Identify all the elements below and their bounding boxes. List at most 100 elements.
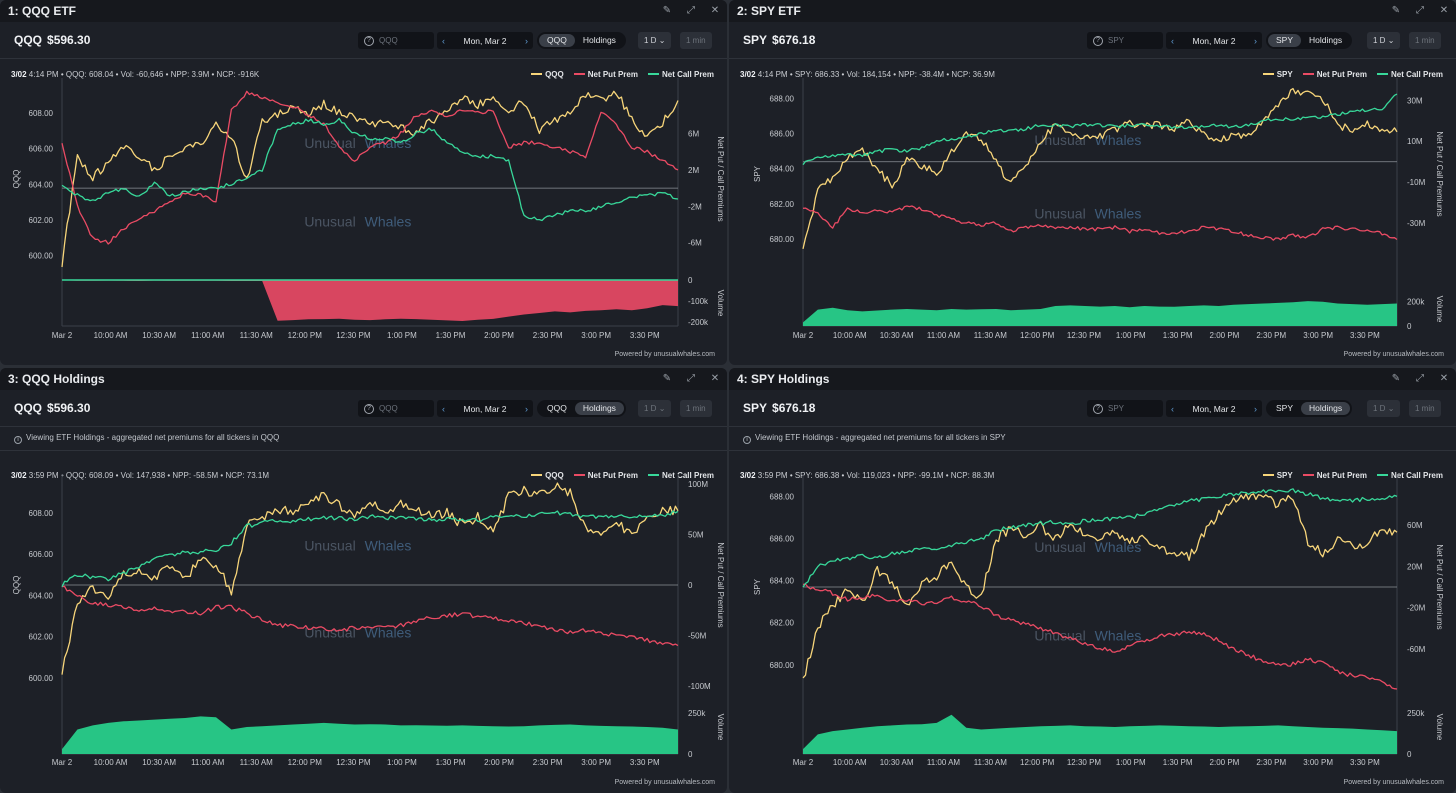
info-icon: i bbox=[14, 436, 22, 444]
tab-holdings[interactable]: Holdings bbox=[1309, 35, 1343, 45]
chart-legend: SPY Net Put Prem Net Call Prem bbox=[1262, 471, 1443, 480]
x-tick-label: 10:30 AM bbox=[880, 331, 914, 340]
ticker-search[interactable]: ? bbox=[1087, 400, 1163, 417]
view-toggle: QQQ Holdings bbox=[537, 400, 626, 417]
legend-price[interactable]: SPY bbox=[1262, 471, 1293, 480]
series-line-call bbox=[802, 93, 1398, 166]
x-tick-label: 3:00 PM bbox=[581, 758, 611, 767]
interval-select[interactable]: 1 min bbox=[1409, 32, 1441, 49]
interval-select[interactable]: 1 min bbox=[680, 400, 712, 417]
x-tick-label: 11:30 AM bbox=[240, 331, 274, 340]
timeframe-select[interactable]: 1 D ⌄ bbox=[638, 32, 672, 49]
date-picker[interactable]: ‹ Mon, Mar 2 › bbox=[437, 32, 533, 49]
x-tick-label: 2:00 PM bbox=[484, 758, 514, 767]
ticker-symbol: QQQ bbox=[14, 33, 43, 47]
interval-select[interactable]: 1 min bbox=[1409, 400, 1441, 417]
legend-price[interactable]: SPY bbox=[1262, 70, 1293, 79]
ticker-search[interactable]: ? bbox=[1087, 32, 1163, 49]
close-icon[interactable]: ✕ bbox=[710, 5, 720, 16]
tab-holdings[interactable]: Holdings bbox=[1301, 402, 1351, 415]
ticker-symbol: SPY bbox=[743, 33, 768, 47]
chevron-right-icon[interactable]: › bbox=[1254, 403, 1257, 414]
tab-holdings[interactable]: Holdings bbox=[574, 402, 624, 415]
powered-by[interactable]: Powered by unusualwhales.com bbox=[1343, 351, 1444, 358]
interval-select[interactable]: 1 min bbox=[680, 32, 712, 49]
legend-put[interactable]: Net Put Prem bbox=[573, 471, 638, 480]
watermark-text-2: Whales bbox=[365, 538, 412, 554]
edit-icon[interactable]: ✎ bbox=[1391, 5, 1401, 16]
powered-by[interactable]: Powered by unusualwhales.com bbox=[614, 779, 715, 786]
chevron-right-icon[interactable]: › bbox=[1254, 35, 1257, 46]
close-icon[interactable]: ✕ bbox=[710, 373, 720, 384]
legend-price[interactable]: QQQ bbox=[531, 471, 564, 480]
expand-icon[interactable]: ⤢ bbox=[687, 5, 695, 16]
timeframe-value: 1 D bbox=[644, 36, 657, 45]
legend-call[interactable]: Net Call Prem bbox=[1376, 70, 1443, 79]
panel-title: 4: SPY Holdings bbox=[737, 372, 830, 386]
timeframe-select[interactable]: 1 D ⌄ bbox=[1367, 32, 1401, 49]
ticker-search[interactable]: ? bbox=[358, 400, 434, 417]
price-premium-chart[interactable]: Unusual Whales Unusual Whales 600.00 602.00 60… bbox=[0, 368, 727, 793]
expand-icon[interactable]: ⤢ bbox=[1416, 373, 1424, 384]
x-tick-label: 3:00 PM bbox=[1303, 758, 1333, 767]
ticker-search-input[interactable] bbox=[379, 36, 429, 45]
price-premium-chart[interactable]: Unusual Whales Unusual Whales 600.00 602.00 60… bbox=[0, 0, 727, 365]
chart-legend: QQQ Net Put Prem Net Call Prem bbox=[531, 70, 714, 79]
tab-ticker[interactable]: QQQ bbox=[547, 403, 567, 413]
edit-icon[interactable]: ✎ bbox=[662, 373, 672, 384]
tab-ticker[interactable]: SPY bbox=[1276, 403, 1294, 413]
x-tick-label: 12:30 PM bbox=[336, 758, 371, 767]
legend-call[interactable]: Net Call Prem bbox=[647, 471, 714, 480]
ticker-search-input[interactable] bbox=[379, 404, 429, 413]
date-picker[interactable]: ‹ Mon, Mar 2 › bbox=[1166, 400, 1262, 417]
x-tick-label: 10:00 AM bbox=[833, 331, 867, 340]
tab-ticker[interactable]: QQQ bbox=[539, 34, 575, 47]
timeframe-select[interactable]: 1 D ⌄ bbox=[638, 400, 672, 417]
y-right-tick-label: 30M bbox=[1407, 96, 1423, 105]
tab-ticker[interactable]: SPY bbox=[1268, 34, 1302, 47]
expand-icon[interactable]: ⤢ bbox=[687, 373, 695, 384]
chevron-left-icon[interactable]: ‹ bbox=[442, 403, 445, 414]
date-label: Mon, Mar 2 bbox=[463, 35, 507, 46]
timeframe-value: 1 D bbox=[1373, 404, 1386, 413]
view-toggle: QQQ Holdings bbox=[537, 32, 626, 49]
close-icon[interactable]: ✕ bbox=[1439, 373, 1449, 384]
legend-call[interactable]: Net Call Prem bbox=[1376, 471, 1443, 480]
y-left-axis-label: QQQ bbox=[12, 576, 21, 595]
x-tick-label: Mar 2 bbox=[793, 758, 814, 767]
chevron-left-icon[interactable]: ‹ bbox=[1171, 35, 1174, 46]
legend-put[interactable]: Net Put Prem bbox=[1302, 471, 1367, 480]
legend-price[interactable]: QQQ bbox=[531, 70, 564, 79]
timeframe-select[interactable]: 1 D ⌄ bbox=[1367, 400, 1401, 417]
powered-by[interactable]: Powered by unusualwhales.com bbox=[1343, 779, 1444, 786]
edit-icon[interactable]: ✎ bbox=[662, 5, 672, 16]
close-icon[interactable]: ✕ bbox=[1439, 5, 1449, 16]
chevron-down-icon: ⌄ bbox=[1387, 404, 1395, 413]
interval-value: 1 min bbox=[686, 36, 706, 45]
ticker-search-input[interactable] bbox=[1108, 36, 1158, 45]
volume-tick-label: 0 bbox=[688, 750, 693, 759]
ticker-search-input[interactable] bbox=[1108, 404, 1158, 413]
powered-by[interactable]: Powered by unusualwhales.com bbox=[614, 351, 715, 358]
expand-icon[interactable]: ⤢ bbox=[1416, 5, 1424, 16]
date-picker[interactable]: ‹ Mon, Mar 2 › bbox=[437, 400, 533, 417]
volume-tick-label: 0 bbox=[688, 276, 693, 285]
chevron-right-icon[interactable]: › bbox=[525, 403, 528, 414]
watermark-text-1: Unusual bbox=[304, 625, 355, 641]
tab-holdings[interactable]: Holdings bbox=[582, 35, 616, 45]
series-line-put bbox=[802, 583, 1398, 690]
ticker-search[interactable]: ? bbox=[358, 32, 434, 49]
chevron-left-icon[interactable]: ‹ bbox=[442, 35, 445, 46]
chevron-left-icon[interactable]: ‹ bbox=[1171, 403, 1174, 414]
x-tick-label: 11:00 AM bbox=[191, 331, 225, 340]
edit-icon[interactable]: ✎ bbox=[1391, 373, 1401, 384]
date-picker[interactable]: ‹ Mon, Mar 2 › bbox=[1166, 32, 1262, 49]
legend-call[interactable]: Net Call Prem bbox=[647, 70, 714, 79]
chevron-right-icon[interactable]: › bbox=[525, 35, 528, 46]
legend-put[interactable]: Net Put Prem bbox=[1302, 70, 1367, 79]
watermark-text-2: Whales bbox=[365, 213, 412, 229]
legend-put[interactable]: Net Put Prem bbox=[573, 70, 638, 79]
interval-value: 1 min bbox=[686, 404, 706, 413]
